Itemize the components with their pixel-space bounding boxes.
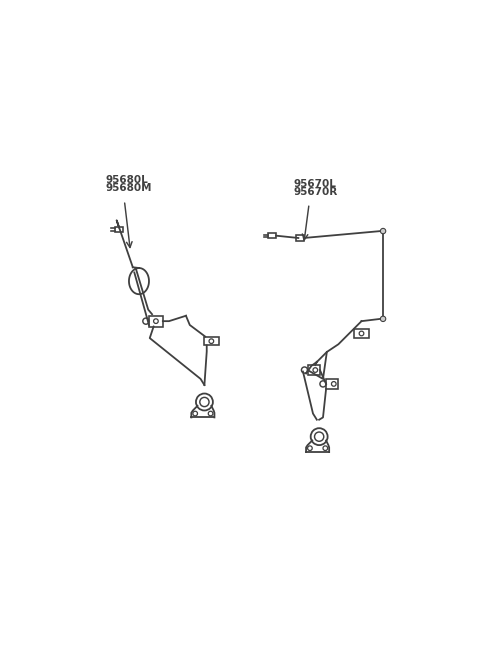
Bar	[115, 227, 123, 233]
Text: 95680L: 95680L	[106, 175, 149, 185]
Bar	[308, 365, 320, 375]
Text: 95670R: 95670R	[294, 187, 338, 197]
Circle shape	[380, 316, 386, 322]
Bar	[204, 337, 219, 345]
Text: 95680M: 95680M	[106, 183, 152, 193]
Text: 95670L: 95670L	[294, 179, 336, 189]
Bar	[296, 235, 304, 241]
Circle shape	[380, 229, 386, 234]
Bar	[268, 233, 276, 238]
Bar	[354, 329, 369, 338]
Bar	[149, 316, 163, 327]
Bar	[326, 379, 338, 389]
